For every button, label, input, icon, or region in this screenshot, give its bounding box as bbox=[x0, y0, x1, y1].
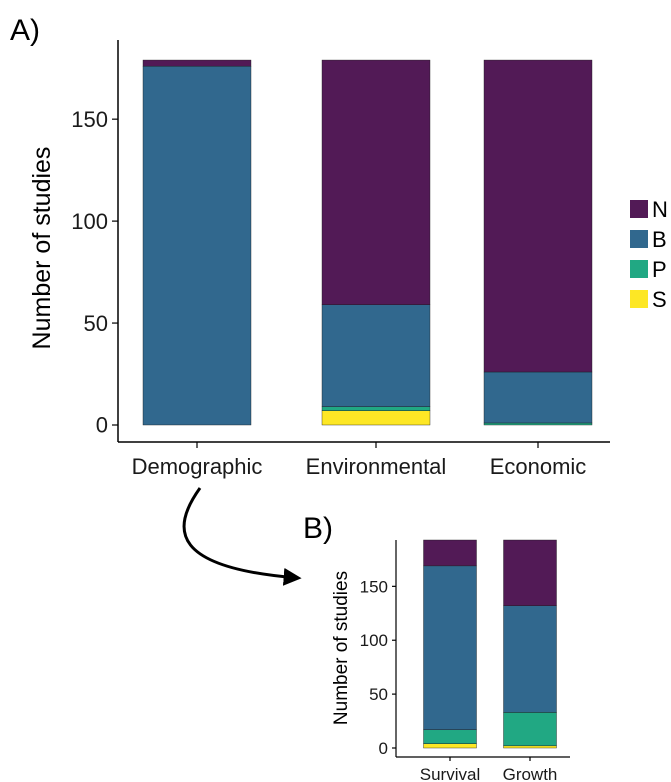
legend-swatch-p bbox=[630, 260, 648, 278]
panel-a-chart: A) 0 50 100 150 Demographic Environmental Eco… bbox=[10, 14, 668, 479]
bar-segment-economic-b bbox=[483, 371, 593, 424]
panel-b-y-axis-title: Number of studies bbox=[331, 571, 352, 725]
legend-swatch-n bbox=[630, 200, 648, 218]
panel-a-y-ticks: 0 50 100 150 bbox=[71, 107, 118, 438]
x-tick-label-survival: Survival bbox=[420, 765, 480, 782]
panel-b-label: B) bbox=[303, 512, 333, 545]
panel-a-bars bbox=[142, 59, 593, 426]
panel-b-chart: B) 0 50 100 150 Survival Growth Number of st… bbox=[303, 512, 570, 782]
legend-swatch-b bbox=[630, 230, 648, 248]
y-tick-label-150: 150 bbox=[71, 107, 108, 132]
bar-segment-growth-n bbox=[503, 539, 557, 606]
bar-segment-survival-p bbox=[423, 729, 477, 744]
bar-segment-survival-b bbox=[423, 565, 477, 730]
bar-segment-environmental-p bbox=[321, 406, 431, 411]
connector-arrow bbox=[182, 487, 302, 586]
bar-segment-survival-s bbox=[423, 743, 477, 749]
panel-b-x-ticks: Survival Growth bbox=[420, 757, 558, 782]
legend-swatch-s bbox=[630, 290, 648, 308]
bar-segment-economic-n bbox=[483, 59, 593, 373]
y-tick-label-150: 150 bbox=[360, 577, 388, 596]
bar-segment-environmental-n bbox=[321, 59, 431, 305]
panel-a-label: A) bbox=[10, 14, 40, 47]
panel-b-bars bbox=[423, 539, 557, 749]
panel-a-y-axis-title: Number of studies bbox=[28, 147, 56, 350]
bar-segment-demographic-b bbox=[142, 65, 252, 426]
bar-segment-environmental-b bbox=[321, 304, 431, 407]
x-tick-label-demographic: Demographic bbox=[132, 454, 263, 479]
legend-label-b: B bbox=[652, 227, 667, 252]
legend-label-p: P bbox=[652, 257, 667, 282]
bar-segment-survival-n bbox=[423, 539, 477, 567]
y-tick-label-0: 0 bbox=[379, 739, 388, 758]
panel-b-y-ticks: 0 50 100 150 bbox=[360, 577, 396, 758]
y-tick-label-50: 50 bbox=[84, 311, 108, 336]
y-tick-label-100: 100 bbox=[360, 631, 388, 650]
x-tick-label-environmental: Environmental bbox=[306, 454, 447, 479]
legend-label-s: S bbox=[652, 287, 667, 312]
y-tick-label-100: 100 bbox=[71, 209, 108, 234]
bar-segment-growth-p bbox=[503, 712, 557, 747]
bar-segment-growth-s bbox=[503, 745, 557, 749]
bar-segment-demographic-n bbox=[142, 59, 252, 67]
bar-segment-growth-b bbox=[503, 605, 557, 713]
y-tick-label-50: 50 bbox=[369, 685, 388, 704]
bar-segment-environmental-s bbox=[321, 410, 431, 426]
legend-label-n: N bbox=[652, 197, 668, 222]
panel-a-x-ticks: Demographic Environmental Economic bbox=[132, 442, 587, 479]
y-tick-label-0: 0 bbox=[96, 413, 108, 438]
x-tick-label-economic: Economic bbox=[490, 454, 587, 479]
bar-segment-economic-p bbox=[483, 422, 593, 426]
x-tick-label-growth: Growth bbox=[503, 765, 558, 782]
